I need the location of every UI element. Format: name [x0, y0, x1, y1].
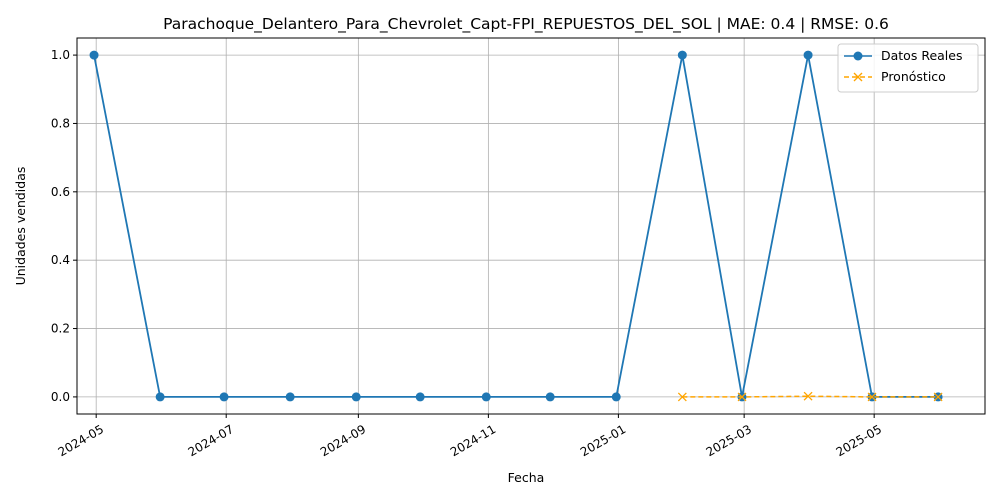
x-tick-label: 2024-09: [318, 422, 368, 459]
forecast-point: [737, 392, 747, 402]
forecast-point: [867, 392, 877, 402]
x-axis-label: Fecha: [508, 470, 545, 485]
x-tick-label: 2024-05: [56, 422, 106, 459]
y-axis-label: Unidades vendidas: [13, 167, 28, 286]
x-tick-label: 2025-01: [578, 422, 628, 459]
forecast-point-stroke: [737, 392, 747, 402]
data-point: [219, 392, 229, 402]
plot-frame: [76, 37, 986, 415]
y-tick-label: 0.6: [51, 185, 70, 199]
data-point: [351, 392, 361, 402]
grid: [77, 38, 985, 414]
data-point: [803, 50, 813, 60]
legend-label: Pronóstico: [881, 69, 946, 84]
data-point: [545, 392, 555, 402]
forecast-point: [677, 392, 687, 402]
data-point: [285, 392, 295, 402]
y-tick-label: 1.0: [51, 48, 70, 62]
forecast-point-stroke: [933, 392, 943, 402]
data-point: [481, 392, 491, 402]
forecast-point: [933, 392, 943, 402]
data-point: [89, 50, 99, 60]
legend: Datos Reales Pronóstico: [837, 43, 979, 93]
series-line-1: [682, 395, 939, 398]
data-point: [677, 50, 687, 60]
data-point: [155, 392, 165, 402]
forecast-point-stroke: [677, 392, 687, 402]
legend-item: Pronóstico: [844, 69, 946, 84]
legend-box: [837, 43, 979, 93]
plot-series: [89, 50, 943, 402]
y-tick-label: 0.0: [51, 390, 70, 404]
legend-marker: [853, 51, 863, 61]
forecast-point: [803, 391, 813, 401]
legend-marker: [853, 72, 863, 82]
data-point: [415, 392, 425, 402]
forecast-point-stroke: [867, 392, 877, 402]
forecast-point-stroke: [803, 391, 813, 401]
y-tick-label: 0.4: [51, 253, 70, 267]
chart-title: Parachoque_Delantero_Para_Chevrolet_Capt…: [163, 15, 889, 34]
legend-item: Datos Reales: [844, 48, 962, 63]
data-point: [611, 392, 621, 402]
x-tick-label: 2024-07: [186, 422, 236, 459]
y-tick-label: 0.8: [51, 116, 70, 130]
y-tick-label: 0.2: [51, 322, 70, 336]
x-tick-label: 2025-05: [834, 422, 884, 459]
legend-label: Datos Reales: [881, 48, 962, 63]
series-line-0: [93, 54, 939, 398]
x-tick-label: 2024-11: [448, 422, 498, 459]
x-tick-label: 2025-03: [704, 422, 754, 459]
